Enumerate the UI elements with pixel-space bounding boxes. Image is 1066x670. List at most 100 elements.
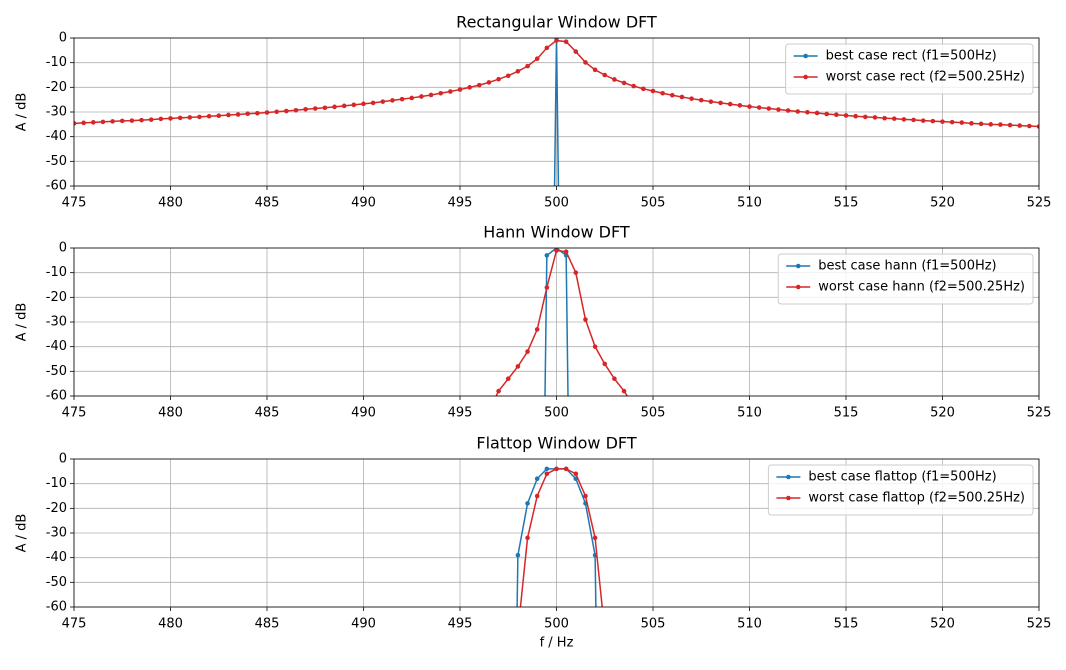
x-tick-label: 475	[62, 617, 87, 632]
y-tick-label: 0	[59, 31, 67, 46]
data-point	[988, 122, 994, 127]
data-point	[351, 102, 357, 108]
data-point	[158, 116, 164, 122]
y-axis-label: A / dB	[15, 93, 30, 132]
data-point	[554, 38, 559, 43]
data-point	[602, 72, 608, 78]
y-tick-label: -30	[46, 315, 67, 330]
data-point	[592, 535, 598, 541]
y-tick-label: -10	[46, 265, 67, 280]
data-point	[419, 94, 424, 99]
series-line	[495, 249, 629, 396]
x-tick-label: 500	[544, 406, 569, 421]
x-tick-label: 485	[255, 196, 280, 211]
x-tick-label: 525	[1027, 196, 1052, 211]
data-point	[264, 110, 270, 115]
data-point	[602, 629, 607, 634]
data-point	[612, 77, 617, 82]
data-point	[534, 56, 540, 62]
data-point	[727, 101, 733, 107]
data-point	[747, 104, 752, 109]
data-point	[197, 114, 202, 120]
data-point	[467, 85, 472, 90]
data-point	[621, 388, 627, 394]
data-point	[148, 117, 154, 122]
data-point	[641, 86, 646, 92]
data-point	[660, 90, 665, 96]
x-tick-label: 520	[930, 196, 955, 211]
data-point	[563, 249, 569, 254]
data-point	[235, 112, 241, 117]
chart-title: Flattop Window DFT	[476, 434, 636, 453]
data-point	[949, 119, 955, 125]
x-tick-label: 480	[158, 617, 183, 632]
data-point	[920, 118, 926, 123]
data-point	[814, 110, 820, 116]
legend-marker	[786, 495, 791, 501]
legend-label: best case flattop (f1=500Hz)	[808, 470, 996, 485]
x-tick-label: 505	[641, 406, 666, 421]
x-tick-label: 515	[834, 406, 859, 421]
y-tick-label: -30	[46, 526, 67, 541]
data-point	[534, 327, 540, 332]
x-tick-label: 520	[930, 406, 955, 421]
legend: best case flattop (f1=500Hz) worst case f…	[767, 464, 1034, 516]
x-tick-label: 520	[930, 617, 955, 632]
data-point	[438, 90, 444, 96]
data-point	[689, 96, 694, 101]
legend-label: best case hann (f1=500Hz)	[818, 259, 996, 274]
data-point	[448, 89, 453, 94]
y-tick-label: -10	[46, 476, 67, 491]
data-point	[534, 476, 540, 482]
data-point	[795, 109, 801, 114]
data-point	[612, 376, 617, 382]
x-tick-label: 505	[641, 617, 666, 632]
data-point	[119, 118, 125, 124]
data-point	[312, 106, 318, 111]
series-line	[519, 468, 603, 607]
x-tick-label: 495	[448, 617, 473, 632]
data-point	[380, 99, 386, 104]
x-tick-label: 485	[255, 617, 280, 632]
data-point	[853, 113, 858, 119]
legend: best case hann (f1=500Hz) worst case hann…	[777, 253, 1034, 305]
data-point	[698, 97, 704, 103]
data-point	[805, 109, 810, 115]
legend-label: worst case flattop (f2=500.25Hz)	[808, 491, 1025, 506]
y-axis-label: A / dB	[15, 514, 30, 553]
data-point	[505, 376, 511, 382]
plot-area	[515, 466, 607, 634]
legend-label: worst case rect (f2=500.25Hz)	[826, 70, 1025, 85]
y-tick-label: -40	[46, 339, 67, 354]
data-point	[274, 109, 279, 115]
data-point	[81, 120, 86, 126]
x-tick-label: 495	[448, 406, 473, 421]
data-point	[891, 116, 897, 121]
chart-title: Hann Window DFT	[483, 223, 630, 242]
y-tick-label: -50	[46, 364, 67, 379]
x-tick-label: 490	[351, 617, 376, 632]
data-point	[583, 317, 588, 322]
y-tick-label: -60	[46, 179, 67, 194]
x-tick-label: 480	[158, 196, 183, 211]
x-tick-label: 490	[351, 406, 376, 421]
x-tick-label: 505	[641, 196, 666, 211]
data-point	[650, 88, 656, 94]
data-point	[525, 501, 530, 506]
data-point	[901, 117, 907, 122]
y-tick-label: -20	[46, 290, 67, 305]
data-point	[573, 270, 579, 275]
legend-marker	[803, 53, 808, 59]
data-point	[91, 120, 96, 125]
data-point	[872, 115, 878, 120]
data-point	[496, 388, 501, 394]
y-tick-label: -30	[46, 105, 67, 120]
y-tick-label: 0	[59, 241, 67, 256]
data-point	[515, 552, 521, 558]
data-point	[341, 103, 347, 109]
axes-frame	[73, 458, 1040, 608]
data-point	[824, 111, 829, 117]
data-point	[998, 122, 1003, 127]
data-point	[284, 108, 289, 114]
data-point	[959, 120, 965, 125]
